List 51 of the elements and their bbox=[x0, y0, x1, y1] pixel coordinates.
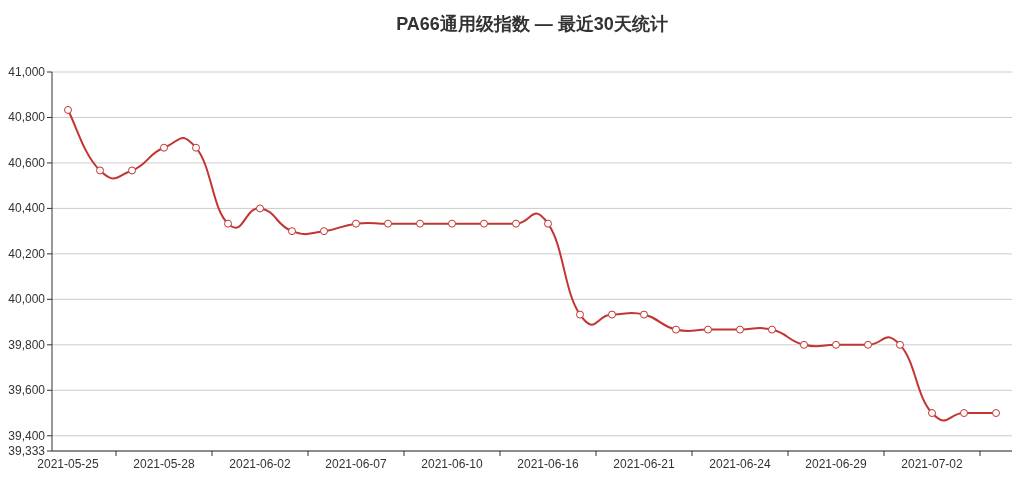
point bbox=[800, 340, 808, 349]
point bbox=[672, 325, 680, 334]
x-tick-label: 2021-06-02 bbox=[229, 457, 292, 471]
point bbox=[384, 219, 392, 228]
point bbox=[320, 227, 328, 236]
point bbox=[128, 166, 136, 175]
y-tick-label: 40,400 bbox=[8, 201, 46, 216]
point bbox=[544, 219, 552, 228]
y-tick-label: 39,600 bbox=[8, 383, 46, 398]
point bbox=[704, 325, 712, 334]
y-tick-label: 39,800 bbox=[8, 337, 46, 352]
point bbox=[480, 219, 488, 228]
point bbox=[64, 105, 72, 114]
y-tick-label: 40,800 bbox=[8, 110, 46, 125]
y-tick-label: 40,200 bbox=[8, 246, 46, 261]
y-tick-label: 40,000 bbox=[8, 292, 46, 307]
point bbox=[160, 143, 168, 152]
point bbox=[576, 310, 584, 319]
x-tick-label: 2021-06-21 bbox=[613, 457, 676, 471]
x-tick-label: 2021-07-02 bbox=[901, 457, 964, 471]
x-tick-label: 2021-06-10 bbox=[421, 457, 484, 471]
x-tick-label: 2021-05-25 bbox=[37, 457, 100, 471]
point bbox=[352, 219, 360, 228]
point bbox=[288, 227, 296, 236]
y-tick-label: 39,400 bbox=[8, 428, 46, 443]
point bbox=[224, 219, 232, 228]
y-tick-label: 39,333 bbox=[8, 444, 46, 458]
point bbox=[640, 310, 648, 319]
point bbox=[768, 325, 776, 334]
y-tick-label: 40,600 bbox=[8, 155, 46, 170]
point bbox=[512, 219, 520, 228]
point bbox=[832, 340, 840, 349]
point bbox=[416, 219, 424, 228]
point bbox=[96, 166, 104, 175]
x-tick-label: 2021-05-28 bbox=[133, 457, 196, 471]
point bbox=[256, 204, 264, 213]
point bbox=[608, 310, 616, 319]
x-tick-label: 2021-06-07 bbox=[325, 457, 388, 471]
x-tick-label: 2021-06-24 bbox=[709, 457, 772, 471]
point bbox=[960, 409, 968, 418]
point bbox=[864, 340, 872, 349]
point bbox=[192, 143, 200, 152]
point bbox=[992, 409, 1000, 418]
point bbox=[448, 219, 456, 228]
chart-title: PA66通用级指数 — 最近30天统计 bbox=[396, 14, 668, 34]
point bbox=[928, 409, 936, 418]
x-tick-label: 2021-06-16 bbox=[517, 457, 580, 471]
y-tick-label: 41,000 bbox=[8, 65, 46, 79]
point bbox=[896, 340, 904, 349]
x-tick-label: 2021-06-29 bbox=[805, 457, 868, 471]
point bbox=[736, 325, 744, 334]
